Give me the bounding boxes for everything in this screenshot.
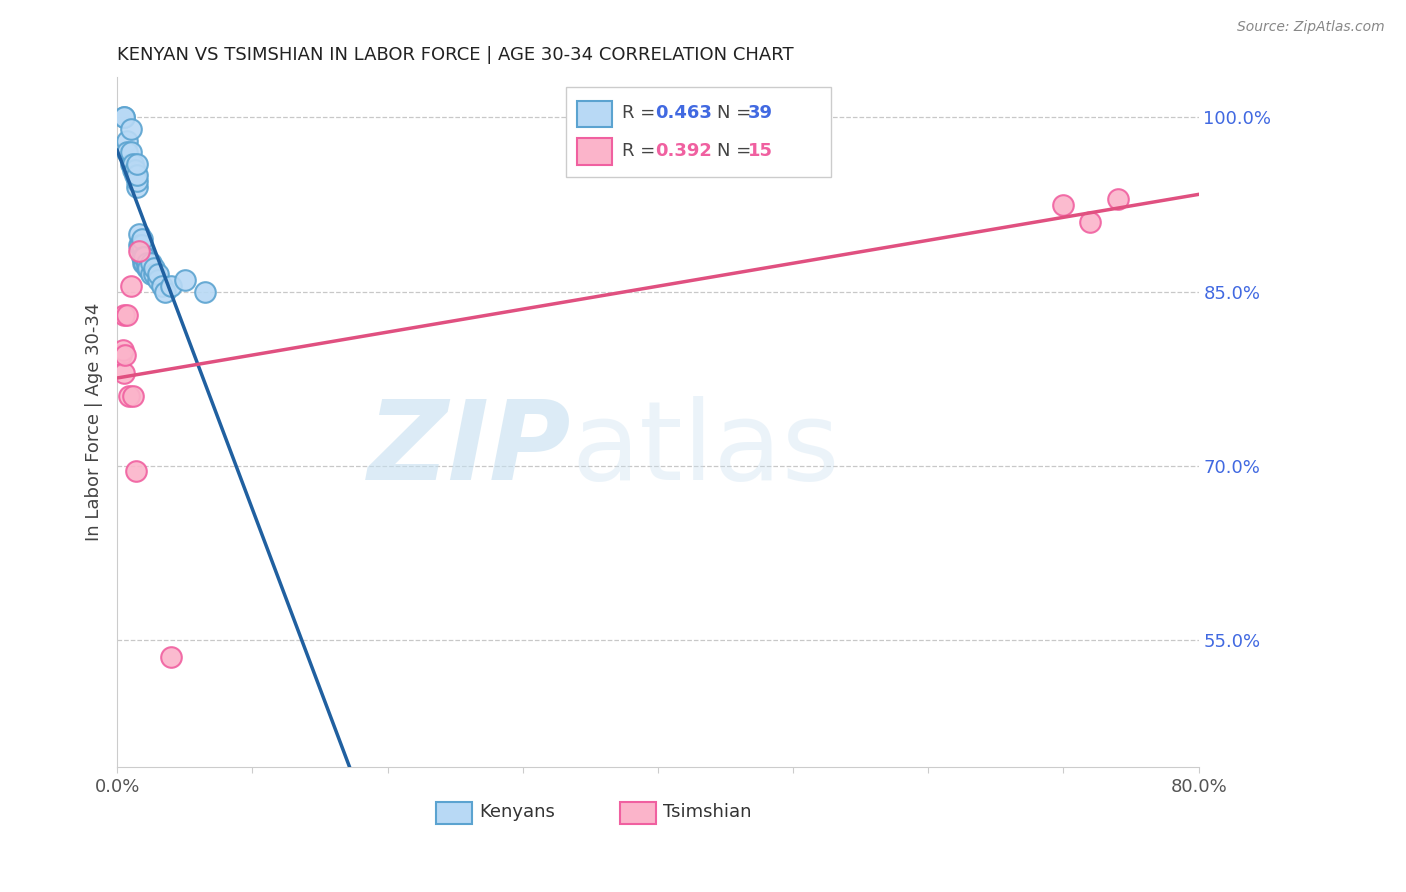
Point — [129, 238, 152, 252]
Point — [122, 157, 145, 171]
Point — [136, 261, 159, 276]
Text: ZIP: ZIP — [368, 396, 571, 503]
Point — [115, 308, 138, 322]
Text: 0.392: 0.392 — [655, 142, 711, 160]
Point — [136, 255, 159, 269]
Point — [111, 343, 134, 357]
FancyBboxPatch shape — [576, 138, 613, 164]
Point — [150, 278, 173, 293]
Text: 0.463: 0.463 — [655, 104, 711, 122]
Y-axis label: In Labor Force | Age 30-34: In Labor Force | Age 30-34 — [86, 303, 103, 541]
Point — [131, 250, 153, 264]
Point — [112, 111, 135, 125]
Point — [136, 261, 159, 276]
Point — [132, 255, 155, 269]
FancyBboxPatch shape — [620, 802, 655, 823]
Point — [125, 464, 148, 478]
Text: KENYAN VS TSIMSHIAN IN LABOR FORCE | AGE 30-34 CORRELATION CHART: KENYAN VS TSIMSHIAN IN LABOR FORCE | AGE… — [117, 46, 794, 64]
Point — [131, 232, 153, 246]
Point — [127, 180, 149, 194]
Point — [120, 278, 142, 293]
Point — [128, 244, 150, 258]
Point — [124, 162, 146, 177]
Text: 39: 39 — [748, 104, 773, 122]
Point — [124, 169, 146, 183]
Point — [127, 169, 149, 183]
Point — [142, 261, 165, 276]
Point — [112, 111, 135, 125]
Text: 15: 15 — [748, 142, 773, 160]
Text: R =: R = — [623, 142, 661, 160]
Point — [139, 267, 162, 281]
Point — [139, 255, 162, 269]
Text: R =: R = — [623, 104, 661, 122]
Point — [146, 267, 169, 281]
Point — [118, 389, 141, 403]
Point — [153, 285, 176, 299]
Point — [112, 308, 135, 322]
Point — [1080, 215, 1102, 229]
FancyBboxPatch shape — [567, 87, 831, 177]
Text: atlas: atlas — [571, 396, 839, 503]
Point — [1107, 192, 1129, 206]
Point — [142, 267, 165, 281]
Point — [1052, 197, 1074, 211]
Text: Source: ZipAtlas.com: Source: ZipAtlas.com — [1237, 20, 1385, 34]
Point — [112, 366, 135, 380]
Point — [160, 649, 183, 664]
Point — [122, 389, 145, 403]
Point — [131, 238, 153, 252]
Text: N =: N = — [717, 104, 758, 122]
Point — [128, 238, 150, 252]
Point — [134, 250, 156, 264]
Text: Tsimshian: Tsimshian — [664, 803, 752, 821]
Point — [146, 273, 169, 287]
Point — [114, 348, 136, 362]
Point — [194, 285, 217, 299]
Point — [160, 278, 183, 293]
Text: Kenyans: Kenyans — [479, 803, 555, 821]
Point — [120, 122, 142, 136]
Point — [132, 250, 155, 264]
Point — [128, 227, 150, 241]
Point — [127, 174, 149, 188]
Point — [120, 145, 142, 160]
Point — [134, 255, 156, 269]
Point — [115, 145, 138, 160]
FancyBboxPatch shape — [576, 101, 613, 128]
Point — [115, 134, 138, 148]
Point — [173, 273, 195, 287]
Point — [110, 348, 132, 362]
Text: N =: N = — [717, 142, 758, 160]
FancyBboxPatch shape — [436, 802, 472, 823]
Point — [120, 157, 142, 171]
Point — [127, 157, 149, 171]
Point — [122, 162, 145, 177]
